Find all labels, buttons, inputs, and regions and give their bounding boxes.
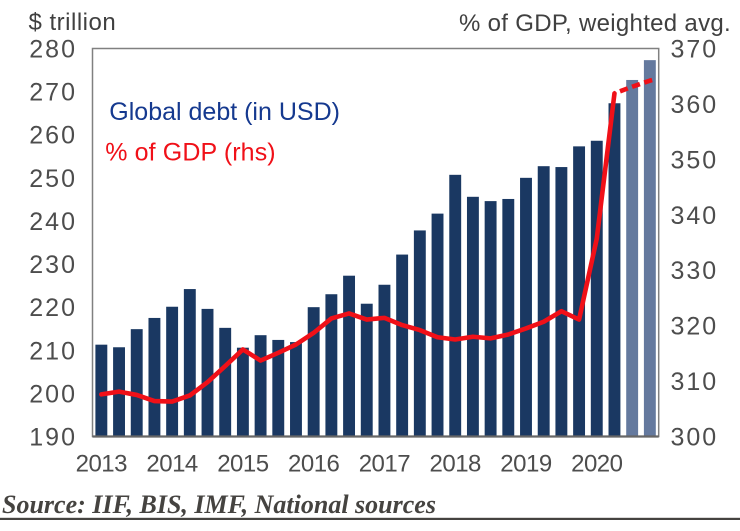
svg-text:250: 250 <box>29 165 77 193</box>
svg-text:% of GDP (rhs): % of GDP (rhs) <box>105 139 275 167</box>
svg-text:210: 210 <box>29 337 77 365</box>
svg-text:300: 300 <box>671 424 719 452</box>
svg-text:2019: 2019 <box>500 451 552 478</box>
svg-text:2020: 2020 <box>571 451 623 478</box>
svg-text:260: 260 <box>29 122 77 150</box>
svg-text:$ trillion: $ trillion <box>29 9 117 36</box>
svg-text:370: 370 <box>671 36 719 64</box>
svg-text:230: 230 <box>29 251 77 279</box>
svg-text:2013: 2013 <box>76 451 128 478</box>
svg-text:350: 350 <box>671 146 719 174</box>
svg-text:310: 310 <box>671 368 719 396</box>
svg-text:270: 270 <box>29 79 77 107</box>
svg-text:2014: 2014 <box>146 451 198 478</box>
svg-text:340: 340 <box>671 202 719 230</box>
svg-text:220: 220 <box>29 294 77 322</box>
svg-text:2018: 2018 <box>430 451 482 478</box>
svg-text:Global debt (in USD): Global debt (in USD) <box>109 98 340 126</box>
svg-text:360: 360 <box>671 91 719 119</box>
svg-text:240: 240 <box>29 208 77 236</box>
svg-text:Source: IIF, BIS, IMF, Nationa: Source: IIF, BIS, IMF, National sources <box>2 490 436 519</box>
svg-text:330: 330 <box>671 257 719 285</box>
svg-text:320: 320 <box>671 313 719 341</box>
svg-text:% of GDP, weighted avg.: % of GDP, weighted avg. <box>459 10 731 37</box>
svg-text:190: 190 <box>29 424 77 452</box>
svg-text:200: 200 <box>29 380 77 408</box>
svg-text:280: 280 <box>29 36 77 64</box>
svg-text:2017: 2017 <box>359 451 411 478</box>
svg-text:2016: 2016 <box>288 451 340 478</box>
svg-text:2015: 2015 <box>217 451 269 478</box>
